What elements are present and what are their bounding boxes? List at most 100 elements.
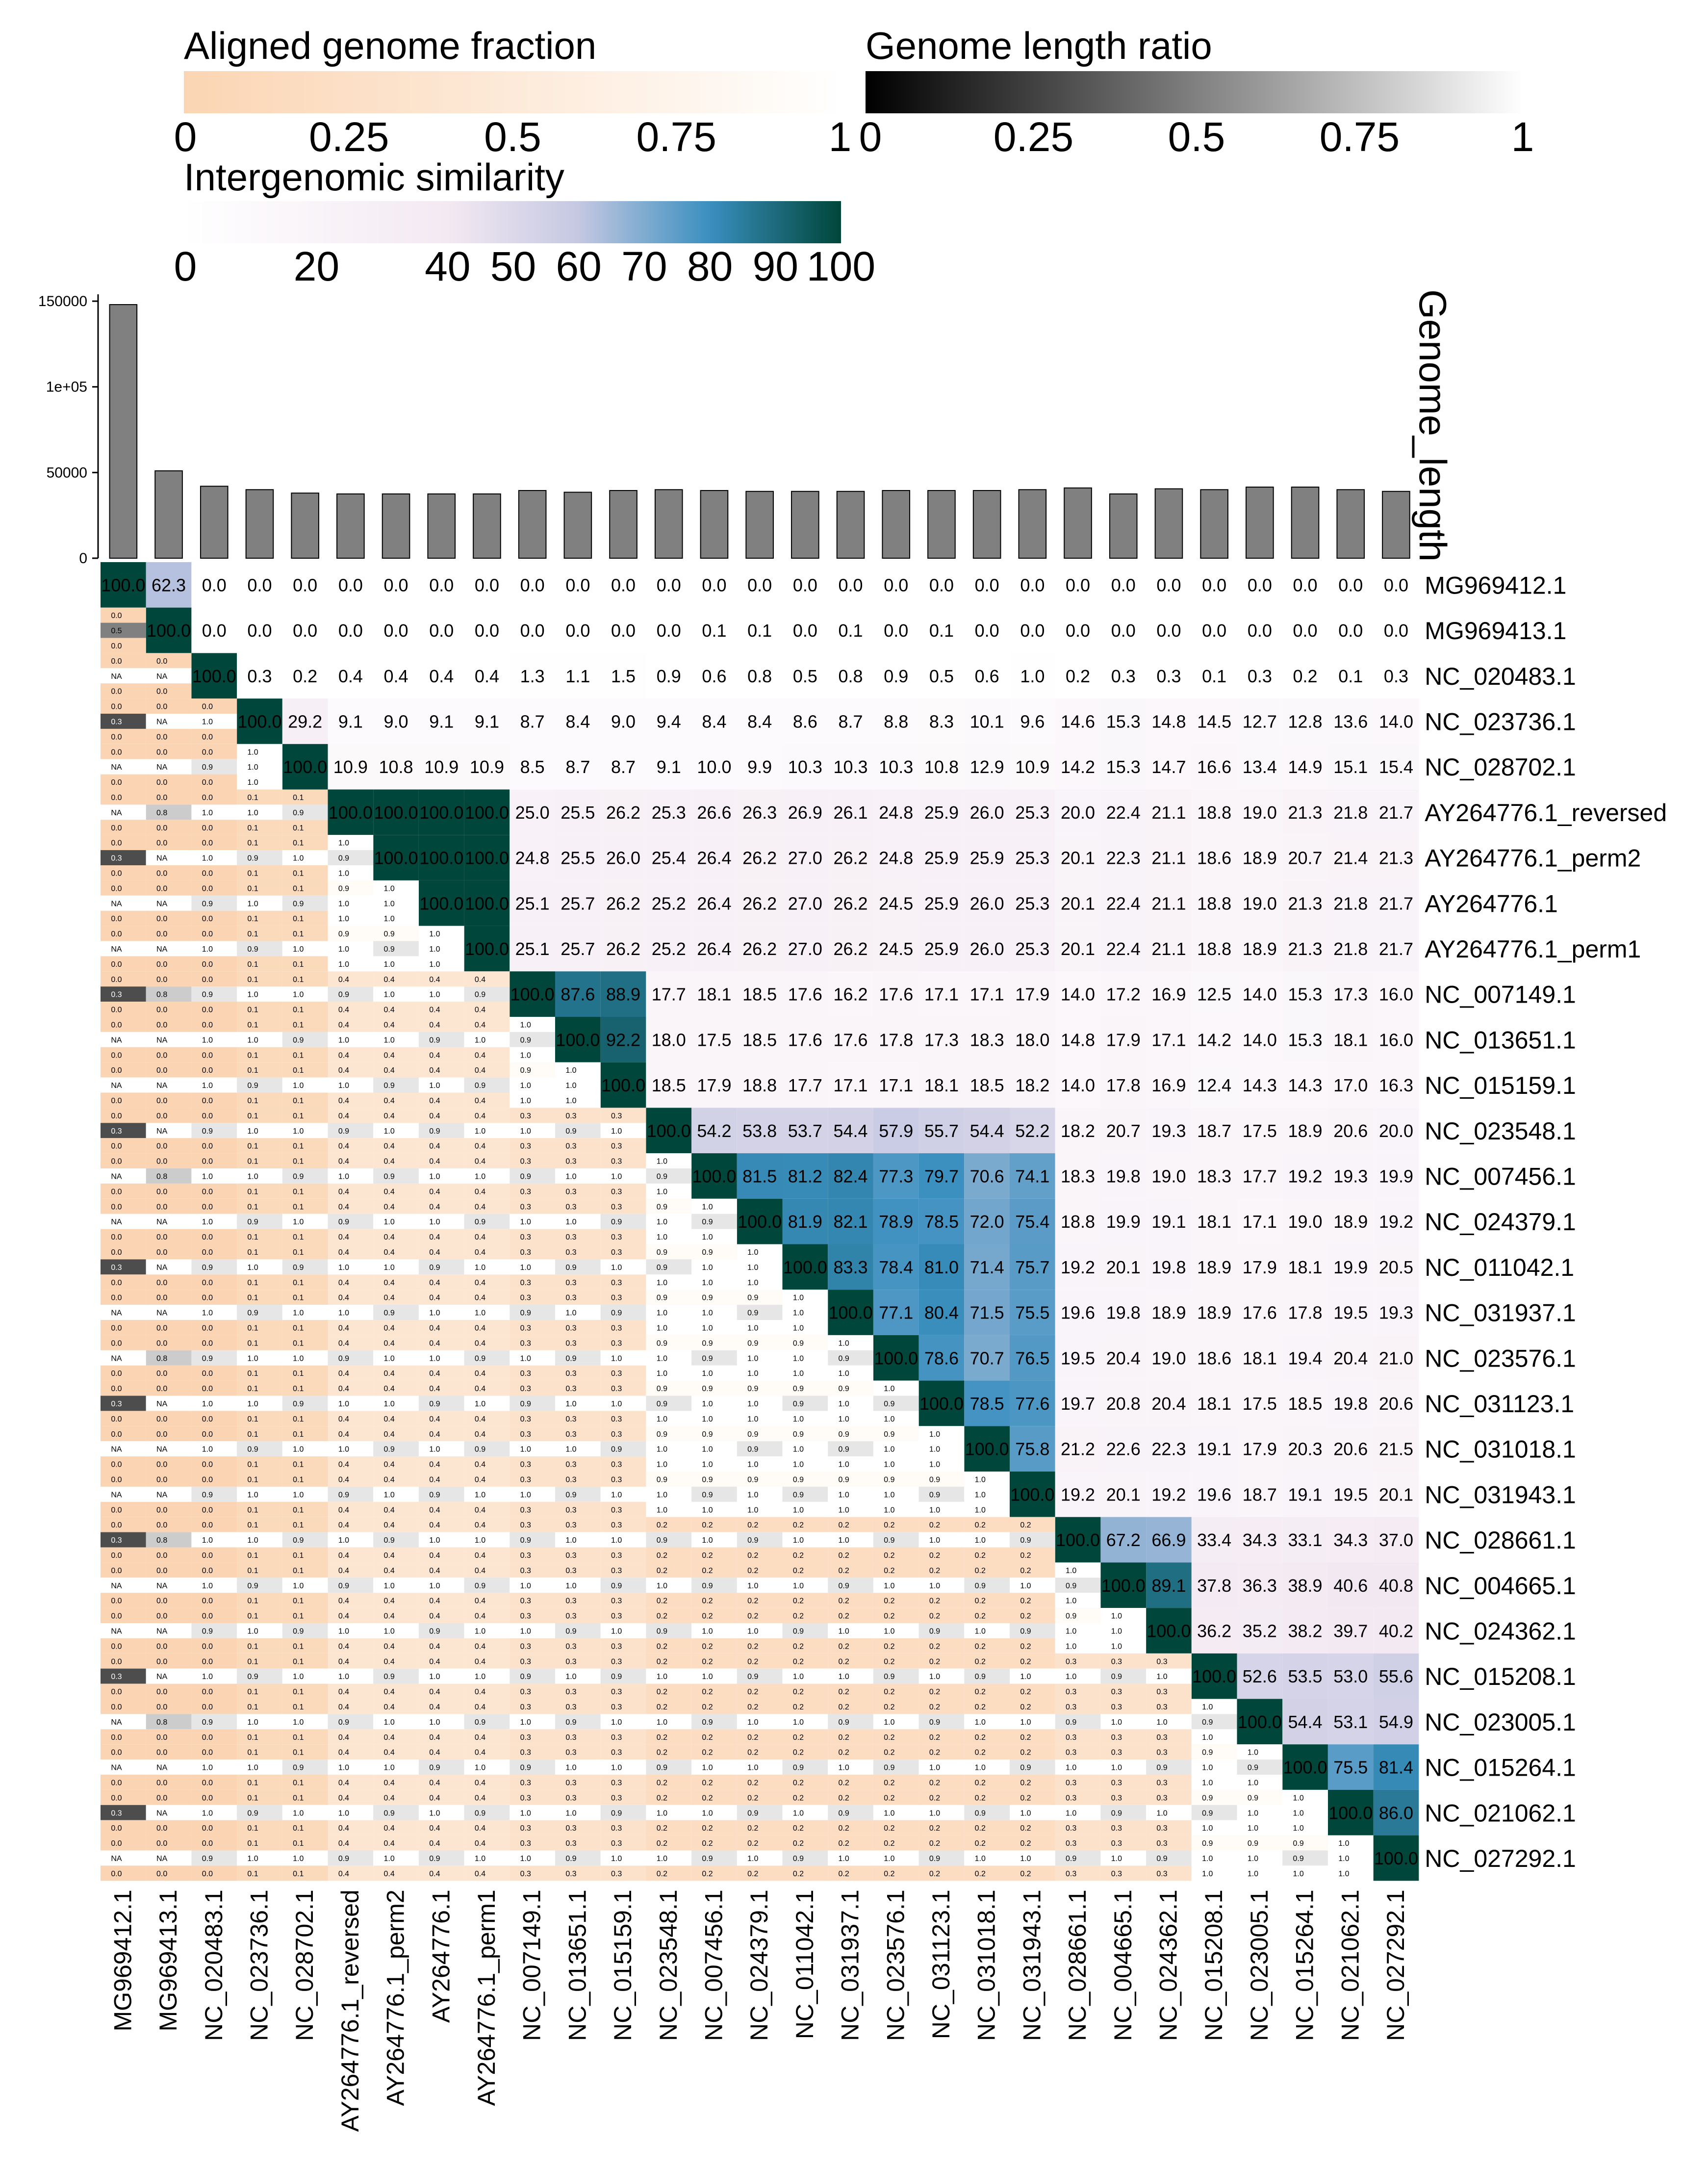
lower-triangle-subcell [464,1062,510,1078]
lower-triangle-value: 0.2 [929,1642,940,1651]
lower-triangle-subcell [646,1517,692,1532]
lower-triangle-value: 0.9 [475,1582,485,1590]
lower-triangle-value: 0.3 [520,1703,531,1711]
similarity-cell [691,789,737,835]
similarity-cell [1373,607,1419,653]
similarity-value: 0.0 [475,621,499,641]
similarity-cell [1282,607,1328,653]
lower-triangle-value: 0.4 [384,1567,395,1575]
lower-triangle-value: 1.0 [338,1264,349,1272]
similarity-cell [691,1062,737,1108]
lower-triangle-value: 0.1 [247,1551,258,1560]
similarity-cell [828,562,873,608]
lower-triangle-value: 1.0 [429,1673,440,1681]
similarity-cell [600,607,646,653]
lower-triangle-value: 0.4 [475,1567,485,1575]
similarity-cell [1055,653,1101,699]
similarity-value: 54.2 [697,1121,731,1141]
lower-triangle-subcell [646,1744,692,1760]
lower-triangle-subcell [510,1456,555,1472]
lower-triangle-subcell [510,1547,555,1563]
lower-triangle-subcell [555,1547,601,1563]
lower-triangle-subcell [1282,1850,1328,1866]
similarity-cell [418,698,464,744]
lower-triangle-subcell [646,1850,692,1866]
lower-triangle-value: 0.3 [611,1385,622,1393]
lower-triangle-subcell [1010,1820,1055,1836]
similarity-value: 100.0 [1101,1576,1146,1596]
similarity-value: 0.3 [1384,666,1408,686]
lower-triangle-value: 1.0 [747,1582,758,1590]
lower-triangle-value: 0.4 [338,1006,349,1014]
lower-triangle-value: 0.4 [429,1248,440,1257]
column-label: NC_028702.1 [291,1889,318,2041]
lower-triangle-subcell [510,1092,555,1108]
lower-triangle-value: 0.9 [702,1475,713,1484]
lower-triangle-subcell [146,668,192,684]
similarity-value: 18.1 [1197,1212,1231,1232]
lower-triangle-value: 0.4 [384,1203,395,1211]
lower-triangle-value: 1.0 [202,1172,213,1181]
similarity-cell [828,1244,873,1290]
similarity-cell [782,1062,828,1108]
similarity-value: 13.6 [1333,711,1368,731]
lower-triangle-value: 1.0 [429,991,440,999]
similarity-value: 17.5 [1243,1121,1277,1141]
lower-triangle-value: 1.0 [1248,1824,1258,1833]
lower-triangle-subcell [1010,1775,1055,1790]
lower-triangle-value: 0.9 [338,1127,349,1136]
lower-triangle-subcell [555,1350,601,1366]
lower-triangle-subcell [282,1426,328,1442]
lower-triangle-value: 0.4 [429,1021,440,1029]
lower-triangle-value: 0.3 [1066,1794,1076,1802]
similarity-value: 22.3 [1151,1439,1186,1459]
lower-triangle-subcell [373,1123,419,1138]
lower-triangle-subcell [146,1699,192,1714]
lower-triangle-value: 0.0 [111,869,122,878]
lower-triangle-subcell [418,1517,464,1532]
lower-triangle-subcell [282,1486,328,1502]
similarity-value: 0.0 [747,575,772,595]
row-label: NC_007149.1 [1425,981,1576,1008]
lower-triangle-subcell [282,1744,328,1760]
lower-triangle-value: 0.3 [565,1203,576,1211]
similarity-value: 17.6 [834,1030,868,1050]
similarity-value: 14.0 [1379,711,1413,731]
lower-triangle-subcell [964,1835,1010,1851]
lower-triangle-value: 0.3 [611,1794,622,1802]
lower-triangle-value: 0.4 [475,1506,485,1514]
lower-triangle-value: 0.1 [247,960,258,969]
lower-triangle-subcell [373,1744,419,1760]
lower-triangle-subcell [237,971,282,987]
similarity-cell [737,607,783,653]
lower-triangle-subcell [646,1789,692,1805]
lower-triangle-subcell [237,1699,282,1714]
similarity-cell [1282,653,1328,699]
lower-triangle-value: 0.1 [293,1703,304,1711]
genome-length-bar [1154,488,1183,559]
similarity-value: 22.4 [1106,893,1141,913]
lower-triangle-value: 1.0 [520,1491,531,1499]
similarity-cell [600,926,646,972]
similarity-value: 25.1 [515,939,550,959]
similarity-cell [555,835,601,880]
lower-triangle-value: 1.0 [839,1400,849,1408]
similarity-value: 0.4 [429,666,454,686]
lower-triangle-subcell [328,1062,374,1078]
similarity-value: 19.2 [1061,1484,1095,1504]
lower-triangle-value: 1.0 [565,1097,576,1105]
lower-triangle-value: 0.2 [884,1779,894,1787]
similarity-value: 81.2 [788,1166,822,1186]
similarity-value: 25.9 [970,848,1004,868]
lower-triangle-subcell [191,1699,237,1714]
lower-triangle-value: 0.9 [884,1764,894,1772]
similarity-value: 0.0 [884,575,908,595]
lower-triangle-value: 1.0 [520,1354,531,1363]
similarity-value: 20.6 [1379,1394,1413,1414]
lower-triangle-value: 1.0 [520,1082,531,1090]
lower-triangle-value: 0.9 [975,1809,986,1817]
lower-triangle-subcell [737,1638,783,1654]
similarity-value: 0.5 [929,666,954,686]
lower-triangle-subcell [737,1562,783,1578]
similarity-value: 19.1 [1288,1484,1323,1504]
